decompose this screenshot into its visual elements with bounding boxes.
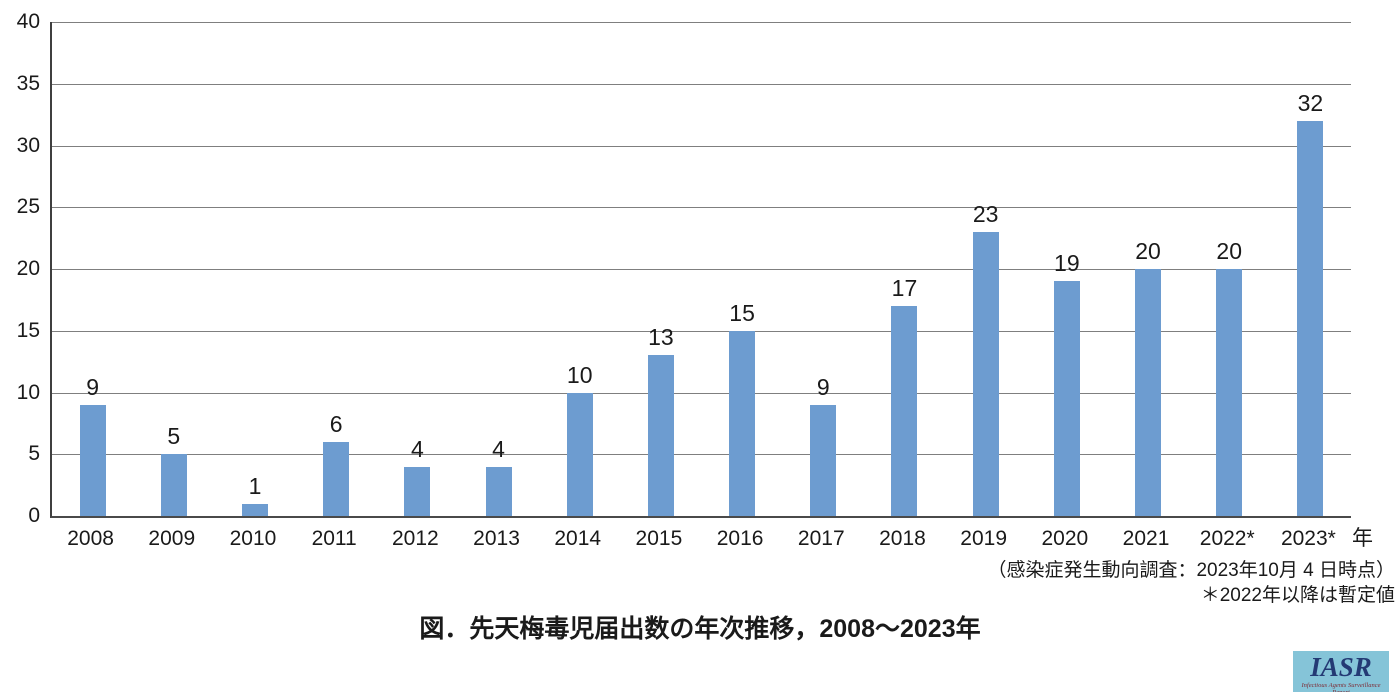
x-tick-2008: 2008 bbox=[67, 527, 114, 550]
y-tick-5: 5 bbox=[28, 442, 40, 466]
bar-value-2019: 23 bbox=[972, 200, 999, 227]
bar-value-2013: 4 bbox=[492, 435, 505, 462]
x-tick-2013: 2013 bbox=[473, 527, 520, 550]
bar-value-2008: 9 bbox=[86, 373, 99, 400]
bar-2017 bbox=[810, 404, 837, 516]
y-tick-35: 35 bbox=[16, 71, 40, 95]
x-tick-2018: 2018 bbox=[879, 527, 926, 550]
bar-2016 bbox=[729, 330, 756, 516]
x-tick-2021: 2021 bbox=[1122, 527, 1170, 550]
bar-value-2021: 20 bbox=[1135, 238, 1161, 264]
iasr-logo-subtext: Infectious Agents Surveillance Report bbox=[1301, 682, 1381, 692]
bar-value-2014: 10 bbox=[566, 361, 593, 388]
gridline-15 bbox=[52, 330, 1351, 332]
x-tick-2022: 2022* bbox=[1199, 527, 1255, 550]
gridline-35 bbox=[52, 83, 1351, 85]
x-tick-2020: 2020 bbox=[1041, 527, 1089, 550]
bar-value-2016: 15 bbox=[729, 299, 755, 326]
bar-2022 bbox=[1216, 269, 1243, 516]
bar-2021 bbox=[1135, 269, 1162, 516]
x-tick-2012: 2012 bbox=[391, 527, 439, 550]
plot-area: 9 5 1 6 4 4 10 13 15 9 17 23 19 20 20 32 bbox=[50, 22, 1351, 518]
bar-2011 bbox=[323, 441, 350, 516]
bar-value-2009: 5 bbox=[167, 423, 181, 450]
x-tick-2019: 2019 bbox=[960, 527, 1008, 550]
gridline-25 bbox=[52, 207, 1351, 209]
iasr-logo-text: IASR bbox=[1310, 652, 1372, 682]
y-tick-40: 40 bbox=[16, 10, 40, 33]
bar-2020 bbox=[1053, 281, 1080, 516]
y-tick-20: 20 bbox=[16, 257, 40, 280]
bar-2012 bbox=[404, 466, 431, 516]
bar-2018 bbox=[891, 306, 918, 516]
annotation-provisional-note: ＊2022年以降は暫定値 bbox=[1200, 585, 1395, 606]
y-tick-10: 10 bbox=[16, 380, 40, 404]
gridline-5 bbox=[52, 454, 1351, 456]
y-tick-15: 15 bbox=[16, 318, 40, 342]
gridline-40 bbox=[52, 22, 1351, 23]
y-tick-30: 30 bbox=[16, 133, 40, 157]
bar-value-2011: 6 bbox=[329, 410, 343, 437]
bar-2019 bbox=[972, 231, 999, 516]
bar-2014 bbox=[566, 392, 593, 516]
x-tick-2023: 2023* bbox=[1280, 527, 1336, 550]
y-tick-25: 25 bbox=[16, 195, 40, 219]
iasr-logo: IASR Infectious Agents Surveillance Repo… bbox=[1293, 651, 1389, 692]
bar-value-2022: 20 bbox=[1216, 238, 1243, 264]
gridline-20 bbox=[52, 269, 1351, 270]
annotation-block: （感染症発生動向調査：2023年10月 4 日時点） ＊2022年以降は暫定値 bbox=[987, 558, 1395, 608]
bar-value-2018: 17 bbox=[891, 275, 918, 302]
bar-value-2017: 9 bbox=[816, 373, 830, 400]
bar-value-2023: 32 bbox=[1297, 89, 1324, 116]
bar-2015 bbox=[647, 355, 674, 516]
x-tick-2014: 2014 bbox=[554, 527, 602, 550]
chart-title: 図．先天梅毒児届出数の年次推移，2008～2023年 bbox=[419, 615, 981, 643]
y-tick-0: 0 bbox=[28, 504, 40, 527]
bar-2008 bbox=[79, 404, 106, 516]
x-tick-2011: 2011 bbox=[311, 527, 357, 550]
bar-value-2012: 4 bbox=[410, 435, 424, 462]
bar-value-2020: 19 bbox=[1054, 250, 1080, 277]
x-axis-labels: 2008 2009 2010 2011 2012 2013 2014 2015 2016 2017… bbox=[50, 525, 1349, 555]
gridline-30 bbox=[52, 145, 1351, 147]
bar-2013 bbox=[485, 466, 512, 516]
bar-value-2010: 1 bbox=[248, 472, 262, 499]
bar-2010 bbox=[241, 503, 268, 516]
x-tick-2016: 2016 bbox=[716, 527, 764, 550]
annotation-source: （感染症発生動向調査：2023年10月 4 日時点） bbox=[987, 560, 1395, 581]
bar-2009 bbox=[160, 454, 187, 516]
x-tick-2009: 2009 bbox=[148, 527, 196, 550]
bar-2023 bbox=[1297, 120, 1324, 516]
gridline-10 bbox=[52, 392, 1351, 394]
x-axis-unit-label: 年 bbox=[1352, 527, 1373, 550]
x-tick-2017: 2017 bbox=[797, 527, 845, 550]
bar-value-2015: 13 bbox=[648, 324, 674, 351]
x-tick-2010: 2010 bbox=[229, 527, 277, 550]
x-tick-2015: 2015 bbox=[635, 527, 683, 550]
